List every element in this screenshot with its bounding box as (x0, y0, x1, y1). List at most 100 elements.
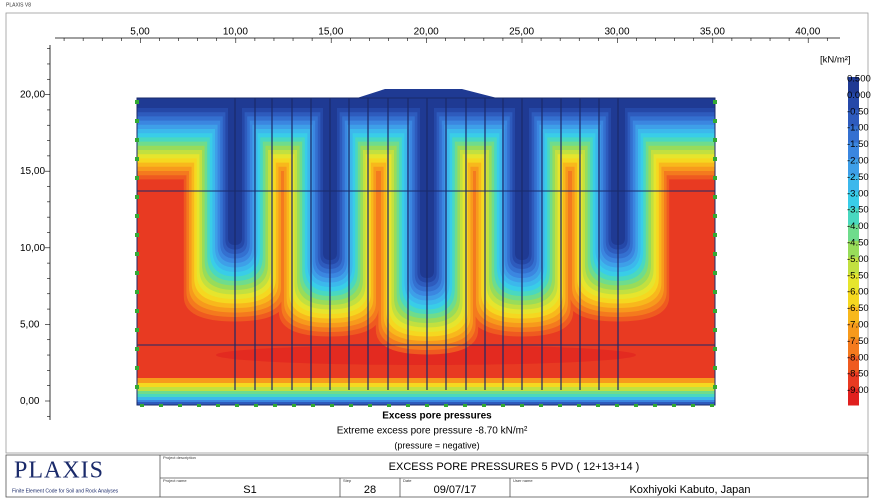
node (558, 404, 562, 407)
x-ruler-label: 5,00 (130, 27, 150, 38)
legend-swatch (848, 339, 859, 357)
legend-label: -3.00 (847, 188, 869, 199)
node (713, 214, 717, 218)
node (135, 100, 139, 104)
node (135, 176, 139, 180)
node (406, 404, 410, 407)
legend-swatch (848, 142, 859, 160)
legend-label: -4.00 (847, 221, 869, 232)
node (135, 366, 139, 370)
legend-swatch (848, 257, 859, 275)
user-label: User name (513, 478, 533, 483)
node (713, 233, 717, 237)
node (254, 404, 258, 407)
legend-label: -8.50 (847, 369, 869, 380)
node (713, 119, 717, 123)
legend-swatch (848, 159, 859, 176)
caption-title: Excess pore pressures (382, 411, 492, 422)
embankment (357, 89, 497, 98)
caption-extreme: Extreme excess pore pressure -8.70 kN/m² (337, 426, 528, 437)
node (135, 119, 139, 123)
node (135, 290, 139, 294)
node (713, 347, 717, 351)
node (368, 404, 372, 407)
node (235, 404, 239, 407)
contour-band (137, 98, 715, 278)
node (596, 404, 600, 407)
node (710, 404, 714, 407)
node (425, 404, 429, 407)
node (159, 404, 163, 407)
y-ruler-label: 10,00 (20, 243, 45, 254)
date: 09/07/17 (434, 484, 477, 496)
legend-label: -6.50 (847, 303, 869, 314)
x-ruler-label: 40,00 (795, 27, 820, 38)
legend-label: -5.50 (847, 270, 869, 281)
app-label: PLAXIS V8 (6, 2, 31, 8)
node (444, 404, 448, 407)
project: S1 (243, 484, 256, 496)
node (135, 233, 139, 237)
node (713, 157, 717, 161)
legend-label: -6.00 (847, 287, 869, 298)
node (273, 404, 277, 407)
legend-label: 0.000 (847, 90, 871, 101)
legend-label: -3.50 (847, 205, 869, 216)
legend-label: -7.50 (847, 336, 869, 347)
legend-swatch (848, 355, 859, 373)
node (672, 404, 676, 407)
legend-swatch (848, 126, 859, 144)
node (135, 328, 139, 332)
node (178, 404, 182, 407)
node (135, 309, 139, 313)
legend-label: -1.50 (847, 139, 869, 150)
legend-label: -5.00 (847, 254, 869, 265)
node (135, 252, 139, 256)
node (713, 385, 717, 389)
node (713, 138, 717, 142)
logo: PLAXIS (14, 458, 104, 484)
legend-label: -2.50 (847, 172, 869, 183)
legend-swatch (848, 208, 859, 226)
user: Koxhiyoki Kabuto, Japan (629, 484, 750, 496)
legend-swatch (848, 241, 859, 258)
node (140, 404, 144, 407)
legend-swatch (848, 191, 859, 209)
legend-swatch (848, 77, 859, 94)
legend-label: -7.00 (847, 320, 869, 331)
node (713, 290, 717, 294)
y-ruler-label: 0,00 (20, 396, 40, 407)
node (349, 404, 353, 407)
node (520, 404, 524, 407)
node (135, 347, 139, 351)
footer (5, 454, 869, 498)
contour-plot (135, 89, 717, 407)
node (713, 328, 717, 332)
node (713, 100, 717, 104)
node (463, 404, 467, 407)
node (577, 404, 581, 407)
node (216, 404, 220, 407)
legend-swatch (848, 290, 859, 308)
legend-label: -8.00 (847, 352, 869, 363)
node (482, 404, 486, 407)
legend-label: -1.00 (847, 123, 869, 134)
legend-swatch (848, 224, 859, 242)
node (135, 214, 139, 218)
node (311, 404, 315, 407)
node (713, 252, 717, 256)
legend-swatch (848, 323, 859, 340)
x-ruler-label: 20,00 (414, 27, 439, 38)
y-ruler-label: 15,00 (20, 166, 45, 177)
y-ruler-label: 20,00 (20, 90, 45, 101)
date-label: Date (403, 478, 412, 483)
step: 28 (364, 484, 376, 496)
legend-label: -2.00 (847, 156, 869, 167)
legend-swatch (848, 175, 859, 193)
x-ruler-label: 30,00 (604, 27, 629, 38)
caption-note: (pressure = negative) (394, 440, 479, 450)
node (501, 404, 505, 407)
x-ruler-label: 15,00 (318, 27, 343, 38)
description: EXCESS PORE PRESSURES 5 PVD ( 12+13+14 ) (389, 461, 640, 473)
